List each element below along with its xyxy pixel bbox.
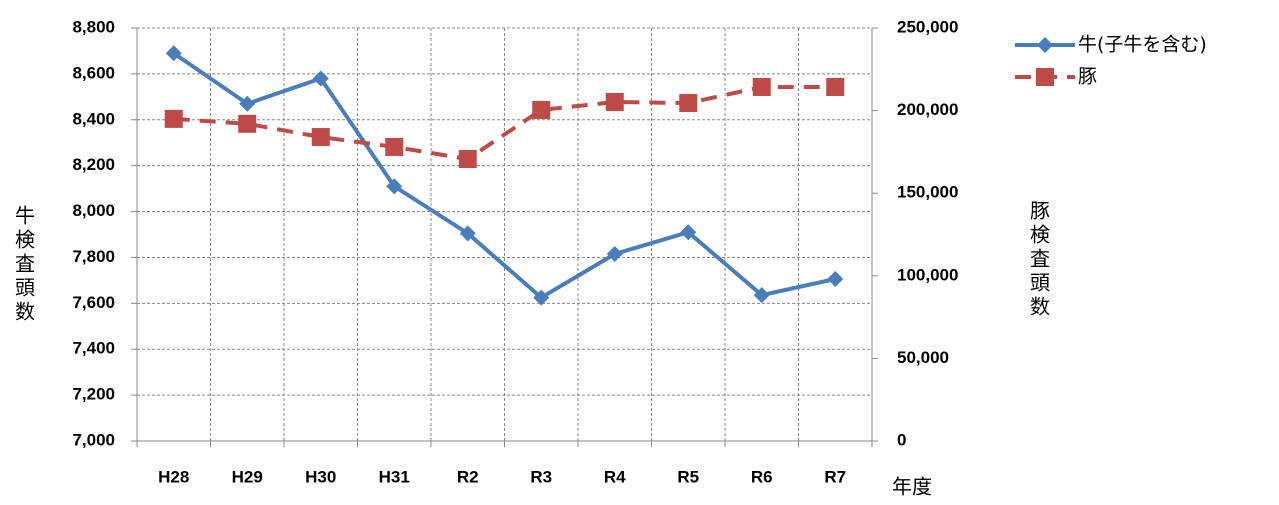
x-tick-label: R6 <box>751 467 773 486</box>
point <box>458 150 477 169</box>
y2-tick-label: 250,000 <box>897 17 958 36</box>
point <box>680 224 697 241</box>
y2-tick-label: 150,000 <box>897 183 958 202</box>
y2-tick-label: 0 <box>897 430 906 449</box>
point <box>385 137 404 156</box>
x-tick-label: R3 <box>530 467 552 486</box>
legend-marker <box>1037 37 1053 53</box>
point <box>239 95 256 112</box>
y-tick-label: 8,800 <box>72 17 115 36</box>
x-tick-label: H29 <box>232 467 263 486</box>
y2-tick-label: 100,000 <box>897 265 958 284</box>
y-tick-label: 8,400 <box>72 109 115 128</box>
y-tick-label: 8,200 <box>72 155 115 174</box>
x-tick-label: H28 <box>158 467 189 486</box>
point <box>533 289 550 306</box>
y-tick-label: 7,000 <box>72 430 115 449</box>
legend-label: 牛(子牛を含む) <box>1078 34 1207 56</box>
x-tick-label: R7 <box>824 467 846 486</box>
point <box>312 70 329 87</box>
point <box>679 94 698 113</box>
point <box>826 77 845 96</box>
x-axis-title: 年度 <box>892 475 932 499</box>
point <box>386 178 403 195</box>
x-tick-label: R5 <box>677 467 699 486</box>
point <box>311 128 330 147</box>
x-tick-label: R4 <box>604 467 626 486</box>
x-tick-label: H30 <box>305 467 336 486</box>
y-axis-title: 牛検査頭数 <box>12 205 36 325</box>
point <box>606 246 623 263</box>
point <box>827 271 844 288</box>
y-tick-label: 8,600 <box>72 63 115 82</box>
point <box>605 93 624 112</box>
point <box>753 287 770 304</box>
y2-tick-label: 200,000 <box>897 100 958 119</box>
y2-axis-title: 豚検査頭数 <box>1027 200 1051 320</box>
y-tick-label: 7,200 <box>72 385 115 404</box>
y-tick-label: 8,000 <box>72 201 115 220</box>
point <box>752 77 771 96</box>
y2-tick-label: 50,000 <box>897 348 949 367</box>
x-tick-label: H31 <box>379 467 410 486</box>
x-tick-label: R2 <box>457 467 479 486</box>
point <box>459 225 476 242</box>
y-tick-label: 7,600 <box>72 293 115 312</box>
point <box>165 45 182 62</box>
line-series <box>173 84 836 162</box>
point <box>532 100 551 119</box>
y-tick-label: 7,400 <box>72 339 115 358</box>
y-tick-label: 7,800 <box>72 247 115 266</box>
point <box>164 109 183 128</box>
legend-label: 豚 <box>1078 66 1097 88</box>
legend-marker <box>1036 68 1054 86</box>
point <box>238 114 257 133</box>
line-series <box>172 51 836 301</box>
